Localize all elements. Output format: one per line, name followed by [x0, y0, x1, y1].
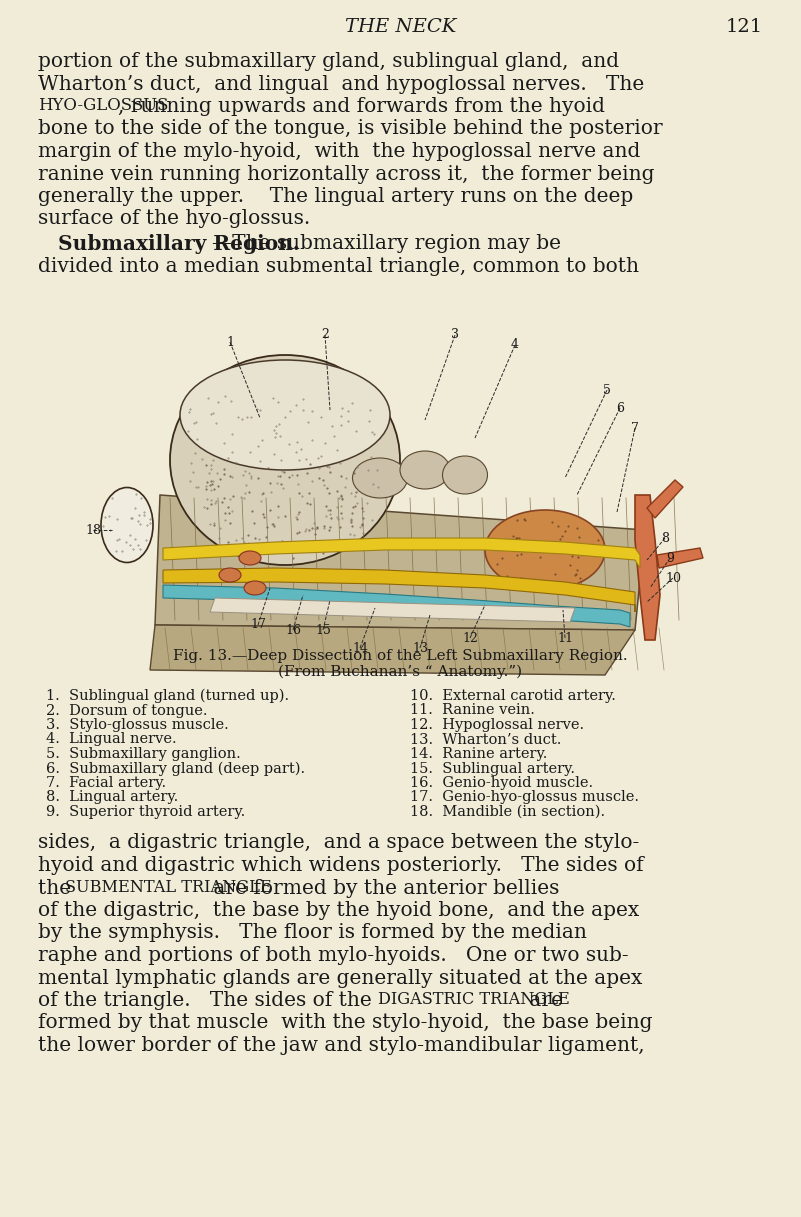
Ellipse shape — [239, 551, 261, 565]
Text: Submaxillary Region.: Submaxillary Region. — [58, 234, 300, 254]
Text: of the triangle.   The sides of the: of the triangle. The sides of the — [38, 991, 378, 1010]
Text: 1.  Sublingual gland (turned up).: 1. Sublingual gland (turned up). — [46, 689, 289, 703]
Text: by the symphysis.   The floor is formed by the median: by the symphysis. The floor is formed by… — [38, 924, 587, 942]
Text: —The submaxillary region may be: —The submaxillary region may be — [212, 234, 561, 253]
Text: 8.  Lingual artery.: 8. Lingual artery. — [46, 791, 179, 804]
Polygon shape — [657, 548, 703, 568]
Text: 5: 5 — [603, 383, 611, 397]
Text: 4: 4 — [511, 338, 519, 352]
Polygon shape — [210, 598, 575, 622]
Polygon shape — [635, 495, 660, 640]
Text: 16.  Genio-hyoid muscle.: 16. Genio-hyoid muscle. — [410, 776, 594, 790]
Ellipse shape — [219, 568, 241, 582]
Bar — [75, 330, 725, 635]
Text: HYO-GLOSSUS: HYO-GLOSSUS — [38, 97, 168, 114]
Text: bone to the side of the tongue, is visible behind the posterior: bone to the side of the tongue, is visib… — [38, 119, 662, 139]
Text: 7.  Facial artery.: 7. Facial artery. — [46, 776, 166, 790]
Text: 2.  Dorsum of tongue.: 2. Dorsum of tongue. — [46, 703, 207, 718]
Text: 2: 2 — [321, 329, 329, 342]
Text: Fig. 13.—Deep Dissection of the Left Submaxillary Region.: Fig. 13.—Deep Dissection of the Left Sub… — [173, 649, 628, 663]
PathPatch shape — [163, 568, 635, 612]
Text: 9: 9 — [666, 551, 674, 565]
Text: 4.  Lingual nerve.: 4. Lingual nerve. — [46, 733, 177, 746]
Text: 18.  Mandible (in section).: 18. Mandible (in section). — [410, 804, 606, 819]
Text: 10: 10 — [665, 572, 681, 584]
Text: mental lymphatic glands are generally situated at the apex: mental lymphatic glands are generally si… — [38, 969, 642, 987]
Text: raphe and portions of both mylo-hyoids.   One or two sub-: raphe and portions of both mylo-hyoids. … — [38, 946, 629, 965]
Ellipse shape — [485, 510, 605, 590]
Polygon shape — [647, 479, 683, 518]
Text: the: the — [38, 879, 78, 897]
PathPatch shape — [163, 585, 630, 627]
PathPatch shape — [163, 538, 640, 568]
Text: Wharton’s duct,  and lingual  and hypoglossal nerves.   The: Wharton’s duct, and lingual and hypoglos… — [38, 74, 644, 94]
Text: 12.  Hypoglossal nerve.: 12. Hypoglossal nerve. — [410, 718, 585, 731]
Text: generally the upper.    The lingual artery runs on the deep: generally the upper. The lingual artery … — [38, 187, 634, 206]
Text: 14: 14 — [352, 641, 368, 655]
Text: 13.  Wharton’s duct.: 13. Wharton’s duct. — [410, 733, 562, 746]
Ellipse shape — [180, 360, 390, 470]
Text: 11: 11 — [557, 632, 573, 645]
Ellipse shape — [352, 458, 408, 498]
Text: 15.  Sublingual artery.: 15. Sublingual artery. — [410, 762, 575, 775]
Text: surface of the hyo-glossus.: surface of the hyo-glossus. — [38, 209, 310, 229]
Text: 10.  External carotid artery.: 10. External carotid artery. — [410, 689, 617, 703]
Ellipse shape — [400, 452, 450, 489]
Text: 9.  Superior thyroid artery.: 9. Superior thyroid artery. — [46, 804, 245, 819]
Text: 13: 13 — [412, 641, 428, 655]
Text: 17.  Genio-hyo-glossus muscle.: 17. Genio-hyo-glossus muscle. — [410, 791, 639, 804]
Ellipse shape — [442, 456, 488, 494]
Text: formed by that muscle  with the stylo-hyoid,  the base being: formed by that muscle with the stylo-hyo… — [38, 1014, 653, 1032]
Text: SUBMENTAL TRIANGLE: SUBMENTAL TRIANGLE — [65, 879, 272, 896]
Text: 14.  Ranine artery.: 14. Ranine artery. — [410, 747, 548, 761]
Text: portion of the submaxillary gland, sublingual gland,  and: portion of the submaxillary gland, subli… — [38, 52, 619, 71]
Text: the lower border of the jaw and stylo-mandibular ligament,: the lower border of the jaw and stylo-ma… — [38, 1036, 645, 1055]
Polygon shape — [150, 626, 635, 675]
Text: hyoid and digastric which widens posteriorly.   The sides of: hyoid and digastric which widens posteri… — [38, 856, 644, 875]
Text: 12: 12 — [462, 632, 478, 645]
Text: divided into a median submental triangle, common to both: divided into a median submental triangle… — [38, 257, 639, 275]
Ellipse shape — [101, 488, 153, 562]
Text: 17: 17 — [250, 618, 266, 632]
Ellipse shape — [170, 355, 400, 565]
Text: 7: 7 — [631, 421, 639, 434]
Text: 8: 8 — [661, 532, 669, 544]
Text: 16: 16 — [285, 623, 301, 636]
Text: 3: 3 — [451, 329, 459, 342]
Text: 6.  Submaxillary gland (deep part).: 6. Submaxillary gland (deep part). — [46, 762, 305, 776]
Polygon shape — [155, 495, 645, 630]
Text: 6: 6 — [616, 402, 624, 415]
Text: 3.  Stylo-glossus muscle.: 3. Stylo-glossus muscle. — [46, 718, 229, 731]
Text: (From Buchanan’s “ Anatomy.”): (From Buchanan’s “ Anatomy.”) — [279, 664, 522, 679]
Text: margin of the mylo-hyoid,  with  the hypoglossal nerve and: margin of the mylo-hyoid, with the hypog… — [38, 142, 640, 161]
Text: are formed by the anterior bellies: are formed by the anterior bellies — [207, 879, 559, 897]
Text: of the digastric,  the base by the hyoid bone,  and the apex: of the digastric, the base by the hyoid … — [38, 901, 639, 920]
Text: 5.  Submaxillary ganglion.: 5. Submaxillary ganglion. — [46, 747, 241, 761]
Ellipse shape — [244, 581, 266, 595]
Text: 121: 121 — [726, 18, 763, 37]
Text: ranine vein running horizontally across it,  the former being: ranine vein running horizontally across … — [38, 164, 654, 184]
Text: are: are — [523, 991, 563, 1010]
Text: , running upwards and forwards from the hyoid: , running upwards and forwards from the … — [118, 97, 605, 116]
Text: DIGASTRIC TRIANGLE: DIGASTRIC TRIANGLE — [378, 991, 570, 1008]
Text: 18: 18 — [85, 523, 101, 537]
Text: 1: 1 — [226, 336, 234, 348]
Text: THE NECK: THE NECK — [344, 18, 457, 37]
Text: 11.  Ranine vein.: 11. Ranine vein. — [410, 703, 535, 718]
Text: 15: 15 — [315, 623, 331, 636]
Text: sides,  a digastric triangle,  and a space between the stylo-: sides, a digastric triangle, and a space… — [38, 834, 639, 852]
